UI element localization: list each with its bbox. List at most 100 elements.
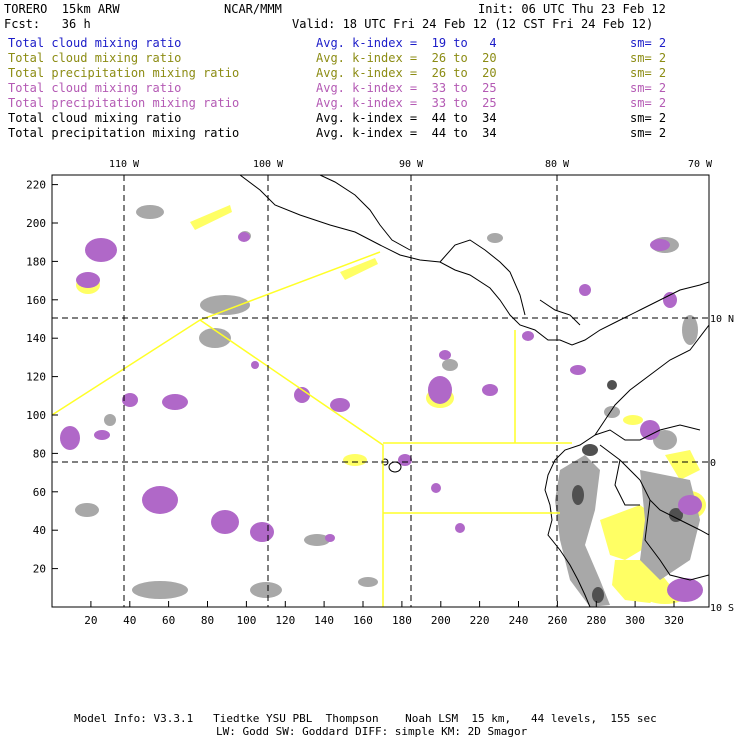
lon-label-100w: 100 W bbox=[253, 159, 284, 170]
legend-stat-7: Avg. k-index = 44 to 34 bbox=[316, 126, 497, 140]
domain-line bbox=[199, 319, 384, 607]
cloud-patch bbox=[653, 430, 677, 450]
lon-label-80w: 80 W bbox=[545, 159, 570, 170]
y-index-label: 20 bbox=[33, 563, 46, 576]
precip-patch bbox=[663, 292, 677, 308]
precip-patch bbox=[428, 376, 452, 404]
precip-patch bbox=[250, 522, 274, 542]
south-america-coast bbox=[544, 324, 709, 607]
lat-label-10s: 10 S bbox=[710, 603, 734, 614]
yellow-patch bbox=[340, 258, 378, 280]
precip-field bbox=[60, 232, 703, 602]
y-index-label: 40 bbox=[33, 524, 46, 537]
precip-patch bbox=[330, 398, 350, 412]
legend-field-5: Total precipitation mixing ratio bbox=[8, 96, 240, 110]
y-index-label: 200 bbox=[26, 217, 46, 230]
x-index-label: 120 bbox=[275, 614, 295, 627]
precip-patch bbox=[325, 534, 335, 542]
legend-sm-3: sm= 2 bbox=[630, 66, 667, 80]
x-index-label: 320 bbox=[664, 614, 684, 627]
longitude-labels: 110 W 100 W 90 W 80 W 70 W bbox=[109, 159, 713, 170]
legend-stat-3: Avg. k-index = 26 to 20 bbox=[316, 66, 497, 80]
legend-field-4: Total cloud mixing ratio bbox=[8, 81, 182, 95]
legend-stat-6: Avg. k-index = 44 to 34 bbox=[316, 111, 497, 125]
legend-field-1: Total cloud mixing ratio bbox=[8, 36, 182, 50]
cloud-patch bbox=[104, 414, 116, 426]
precip-patch bbox=[211, 510, 239, 534]
precip-patch bbox=[294, 387, 310, 403]
precip-patch bbox=[455, 523, 465, 533]
lon-label-90w: 90 W bbox=[399, 159, 424, 170]
x-grid-index-labels: 20 40 60 80 100 120 140 160 180 200 220 240 260 280 30… bbox=[84, 614, 684, 627]
cloud-patch bbox=[250, 582, 282, 598]
y-index-label: 80 bbox=[33, 447, 46, 460]
x-index-label: 140 bbox=[314, 614, 334, 627]
lon-label-70w: 70 W bbox=[688, 159, 713, 170]
precip-patch bbox=[94, 430, 110, 440]
cloud-core bbox=[607, 380, 617, 390]
footer-model-info: Model Info: V3.3.1 Tiedtke YSU PBL Thomp… bbox=[74, 712, 657, 725]
precip-patch bbox=[650, 239, 670, 251]
x-index-label: 40 bbox=[123, 614, 136, 627]
cloud-patch bbox=[132, 581, 188, 599]
central-america-coast bbox=[439, 239, 526, 316]
cloud-core-field bbox=[572, 380, 683, 603]
y-index-label: 160 bbox=[26, 294, 46, 307]
precip-patch bbox=[60, 426, 80, 450]
precip-patch bbox=[482, 384, 498, 396]
border-c bbox=[644, 499, 709, 581]
cloud-field bbox=[75, 205, 700, 607]
cloud-core bbox=[582, 444, 598, 456]
x-index-label: 160 bbox=[353, 614, 373, 627]
precip-patch bbox=[76, 272, 100, 288]
cloud-patch bbox=[358, 577, 378, 587]
x-index-label: 180 bbox=[392, 614, 412, 627]
x-index-label: 80 bbox=[201, 614, 214, 627]
legend-field-2: Total cloud mixing ratio bbox=[8, 51, 182, 65]
latlon-grid bbox=[52, 175, 709, 607]
lat-label-10n: 10 N bbox=[710, 314, 734, 325]
precip-patch bbox=[142, 486, 178, 514]
precip-patch bbox=[431, 483, 441, 493]
x-index-label: 300 bbox=[625, 614, 645, 627]
precip-patch bbox=[667, 578, 703, 602]
y-index-label: 120 bbox=[26, 371, 46, 384]
y-index-label: 100 bbox=[26, 409, 46, 422]
cloud-patch bbox=[304, 534, 330, 546]
y-grid-index-labels: 20 40 60 80 100 120 140 160 180 200 220 bbox=[26, 179, 46, 576]
coastlines bbox=[239, 175, 709, 607]
precip-patch bbox=[85, 238, 117, 262]
lon-label-110w: 110 W bbox=[109, 159, 140, 170]
cloud-patch bbox=[75, 503, 99, 517]
yellow-patch bbox=[190, 205, 232, 230]
legend-stat-5: Avg. k-index = 33 to 25 bbox=[316, 96, 497, 110]
legend-sm-7: sm= 2 bbox=[630, 126, 667, 140]
cloud-core bbox=[592, 587, 604, 603]
galapagos-island bbox=[388, 461, 402, 473]
cloud-core bbox=[669, 508, 683, 522]
cloud-patch bbox=[682, 315, 698, 345]
y-index-label: 180 bbox=[26, 255, 46, 268]
x-index-label: 260 bbox=[547, 614, 567, 627]
legend-sm-4: sm= 2 bbox=[630, 81, 667, 95]
legend-field-7: Total precipitation mixing ratio bbox=[8, 126, 240, 140]
precip-patch bbox=[122, 393, 138, 407]
precip-patch bbox=[570, 365, 586, 375]
precip-patch bbox=[640, 420, 660, 440]
precip-patch bbox=[439, 350, 451, 360]
cloud-patch bbox=[487, 233, 503, 243]
legend-stat-1: Avg. k-index = 19 to 4 bbox=[316, 36, 497, 50]
precip-patch bbox=[579, 284, 591, 296]
x-index-label: 200 bbox=[431, 614, 451, 627]
precip-patch bbox=[251, 361, 259, 369]
model-title: TORERO 15km ARW bbox=[4, 2, 120, 16]
cloud-patch bbox=[200, 295, 250, 315]
y-index-label: 220 bbox=[26, 179, 46, 192]
gulf-coast bbox=[319, 175, 411, 251]
lat-label-equator: 0 bbox=[710, 458, 716, 469]
legend-field-6: Total cloud mixing ratio bbox=[8, 111, 182, 125]
border-d bbox=[594, 424, 701, 441]
cloud-core bbox=[572, 485, 584, 505]
pacific-coast-north bbox=[239, 175, 709, 346]
